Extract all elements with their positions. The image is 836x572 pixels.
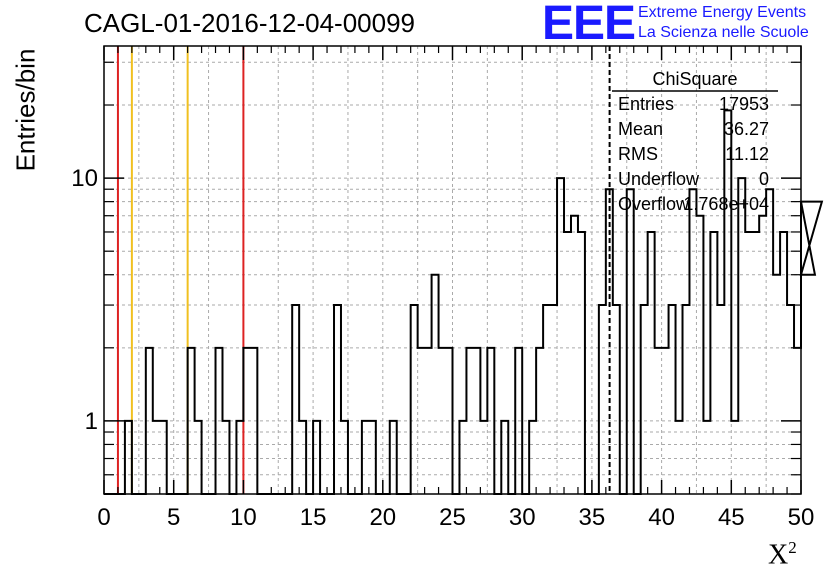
- histogram-bin: [543, 305, 550, 494]
- histogram-bin: [717, 305, 724, 494]
- x-axis-label-text: X: [768, 539, 789, 571]
- histogram-bin: [292, 305, 299, 494]
- x-axis-label-sup: 2: [788, 538, 797, 557]
- histogram-bin: [787, 305, 794, 494]
- stats-row-label: Underflow: [618, 169, 700, 189]
- y-tick-label: 10: [71, 165, 98, 192]
- histogram-bin: [724, 110, 731, 494]
- histogram-bin: [780, 232, 787, 494]
- logo-line-1: Extreme Energy Events: [638, 4, 807, 21]
- histogram-bin: [334, 305, 341, 494]
- y-tick-label: 1: [85, 408, 98, 435]
- histogram-bin: [745, 232, 752, 494]
- x-tick-label: 20: [369, 504, 396, 531]
- stats-box-title: ChiSquare: [652, 69, 737, 89]
- histogram-bin: [710, 232, 717, 494]
- stats-row-value: 1.768e+04: [683, 194, 769, 214]
- histogram-series: [104, 109, 824, 495]
- x-tick-label: 35: [579, 504, 606, 531]
- chart-title: CAGL-01-2016-12-04-00099: [84, 8, 415, 38]
- x-tick-label: 40: [648, 504, 675, 531]
- stats-row-value: 0: [759, 169, 769, 189]
- x-tick-label: 5: [167, 504, 180, 531]
- histogram-bin: [648, 232, 655, 494]
- histogram-bin: [599, 305, 606, 494]
- stats-row-label: Mean: [618, 119, 663, 139]
- x-tick-label: 10: [230, 504, 257, 531]
- histogram-bin: [683, 305, 690, 494]
- x-tick-label: 45: [718, 504, 745, 531]
- x-tick-label: 25: [439, 504, 466, 531]
- logo-mark: EEE: [542, 0, 636, 50]
- histogram-bin: [571, 216, 578, 494]
- histogram-bin: [689, 189, 696, 494]
- stats-row-label: Overflow: [618, 194, 690, 214]
- stats-row-label: Entries: [618, 94, 674, 114]
- histogram-bin: [738, 178, 745, 494]
- stats-row-value: 11.12: [725, 144, 769, 164]
- stats-row-label: RMS: [618, 144, 658, 164]
- histogram-bin: [578, 232, 585, 494]
- histogram-bin: [669, 305, 676, 494]
- stats-row-value: 36.27: [724, 119, 769, 139]
- x-tick-label: 15: [300, 504, 327, 531]
- histogram-bin: [627, 189, 634, 494]
- logo-line-2: La Scienza nelle Scuole: [638, 24, 809, 41]
- histogram-bin: [766, 189, 773, 494]
- histogram-bin: [696, 216, 703, 494]
- histogram-bin: [550, 305, 557, 494]
- histogram-bin: [564, 232, 571, 494]
- stats-row-value: 17953: [719, 94, 769, 114]
- histogram-bin: [773, 275, 780, 494]
- histogram-bin: [752, 232, 759, 494]
- histogram-bin: [557, 178, 564, 494]
- histogram-bin: [411, 305, 418, 494]
- histogram-bin: [432, 275, 439, 494]
- x-tick-label: 30: [509, 504, 536, 531]
- x-tick-label: 0: [97, 504, 110, 531]
- histogram-bin: [641, 305, 648, 494]
- histogram-bin: [613, 305, 620, 494]
- histogram-bin: [759, 216, 766, 494]
- x-axis-label: X2: [768, 538, 797, 571]
- x-tick-label: 50: [788, 504, 815, 531]
